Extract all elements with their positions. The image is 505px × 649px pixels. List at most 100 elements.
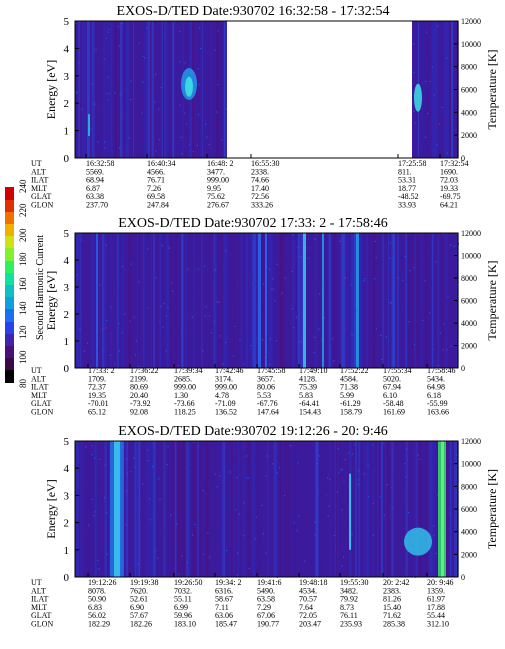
table-row-label: GLAT — [31, 399, 52, 408]
spectrogram-streak — [117, 233, 119, 368]
spectrogram-speckle — [160, 575, 162, 577]
spectrogram-streak — [242, 441, 246, 577]
table-cell: 235.93 — [340, 620, 362, 629]
spectrogram-speckle — [318, 328, 320, 330]
spectrogram-streak — [78, 21, 80, 158]
table-cell: 55.44 — [427, 611, 445, 620]
spectrogram-streak — [340, 233, 343, 368]
spectrogram-streak — [413, 233, 417, 368]
spectrogram-streak — [101, 233, 105, 368]
spectrogram-streak — [143, 233, 145, 368]
spectrogram-speckle — [271, 288, 273, 290]
spectrogram-speckle — [197, 293, 199, 295]
spectrogram-speckle — [354, 310, 356, 313]
spectrogram-speckle — [341, 548, 344, 550]
spectrogram-speckle — [160, 70, 162, 72]
spectrogram-streak — [121, 21, 123, 158]
spectrogram-speckle — [424, 280, 426, 282]
spectrogram-speckle — [433, 94, 435, 96]
feature-band — [303, 233, 306, 368]
spectrogram-speckle — [417, 144, 419, 146]
spectrogram-speckle — [456, 352, 459, 354]
spectrogram-speckle — [207, 532, 209, 534]
spectrogram-speckle — [327, 477, 329, 479]
spectrogram-speckle — [104, 147, 106, 149]
table-cell: 3174. — [215, 374, 233, 383]
table-cell: 71.38 — [340, 383, 358, 392]
spectrogram-streak — [237, 441, 239, 577]
y-tick-label: 3 — [64, 490, 70, 502]
spectrogram-speckle — [422, 262, 424, 264]
spectrogram-speckle — [119, 93, 121, 95]
spectrogram-speckle — [376, 334, 379, 336]
spectrogram-speckle — [372, 443, 374, 446]
spectrogram-speckle — [104, 464, 106, 466]
spectrogram-streak — [79, 233, 82, 368]
table-cell: 6.18 — [427, 391, 441, 400]
spectrogram-speckle — [89, 355, 91, 357]
spectrogram-speckle — [429, 312, 431, 314]
y-axis-label: Energy [eV] — [44, 479, 58, 538]
spectrogram-speckle — [106, 93, 108, 95]
colorbar-tick-label: 180 — [18, 252, 28, 267]
spectrogram-speckle — [276, 263, 278, 265]
spectrogram-speckle — [232, 311, 234, 313]
table-cell: 17:33: 2 — [88, 366, 114, 375]
spectrogram-speckle — [291, 270, 293, 273]
table-cell: 7.29 — [257, 603, 271, 612]
spectrogram-streak — [405, 233, 407, 368]
spectrogram-speckle — [158, 138, 160, 141]
spectrogram-speckle — [197, 114, 199, 116]
spectrogram-speckle — [184, 62, 186, 64]
spectrogram-streak — [431, 233, 434, 368]
spectrogram-speckle — [169, 247, 171, 250]
colorbar-segment — [5, 357, 14, 371]
table-cell: -73.92 — [130, 399, 151, 408]
table-cell: 71.62 — [383, 611, 401, 620]
table-cell: 312.10 — [427, 620, 449, 629]
spectrogram-speckle — [455, 551, 458, 553]
spectrogram-speckle — [441, 106, 443, 109]
spectrogram-speckle — [320, 340, 322, 342]
y2-tick-label: 2000 — [461, 550, 477, 559]
spectrogram-streak — [146, 441, 148, 577]
table-cell: 811. — [398, 167, 412, 176]
spectrogram-speckle — [375, 257, 377, 259]
spectrogram-speckle — [97, 559, 99, 561]
spectrogram-speckle — [446, 57, 448, 59]
y-axis-label: Energy [eV] — [44, 60, 58, 119]
spectrogram-streak — [444, 233, 448, 368]
table-cell: 5.53 — [257, 391, 271, 400]
spectrogram-speckle — [188, 143, 191, 145]
spectrogram-speckle — [204, 315, 206, 317]
spectrogram-speckle — [186, 153, 188, 155]
spectrogram-speckle — [160, 531, 162, 533]
spectrogram-speckle — [342, 556, 345, 558]
table-row-label: ALT — [31, 167, 46, 176]
spectrogram-speckle — [83, 104, 85, 107]
spectrogram-speckle — [91, 454, 93, 456]
feature-band — [356, 233, 359, 368]
spectrogram-streak — [321, 441, 322, 577]
spectrogram-streak — [184, 233, 188, 368]
y-tick-label: 0 — [64, 153, 70, 165]
spectrogram-speckle — [105, 327, 107, 329]
spectrogram-speckle — [374, 240, 376, 243]
table-row-label: MLT — [31, 603, 47, 612]
spectrogram-speckle — [121, 80, 124, 83]
spectrogram-speckle — [125, 524, 127, 526]
spectrogram-streak — [177, 441, 179, 577]
spectrogram-speckle — [292, 234, 294, 236]
spectrogram-speckle — [298, 474, 301, 476]
spectrogram-streak — [433, 21, 437, 158]
spectrogram-speckle — [431, 66, 433, 68]
colorbar-segment — [5, 247, 14, 261]
spectrogram-speckle — [272, 278, 274, 280]
spectrogram-speckle — [239, 513, 241, 515]
spectrogram-speckle — [445, 482, 448, 485]
spectrogram-speckle — [105, 244, 108, 246]
spectrogram-speckle — [340, 469, 342, 471]
spectrogram-streak — [365, 441, 367, 577]
spectrogram-speckle — [215, 473, 217, 475]
colorbar-tick-label: 200 — [18, 228, 28, 242]
